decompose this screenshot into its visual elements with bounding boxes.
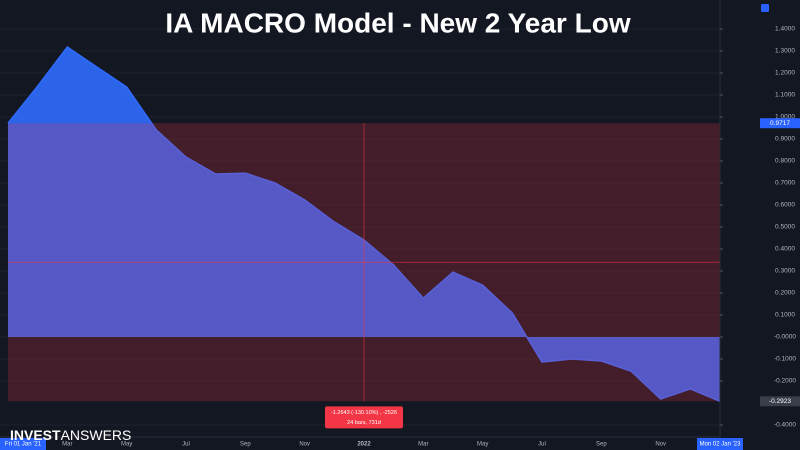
measure-label-box	[325, 406, 403, 429]
x-tick-label: 2022	[357, 442, 371, 448]
y-tick-label: 1.4000	[775, 26, 795, 33]
measure-label: -1.2643 (-130.10%) , -2526	[331, 410, 397, 416]
y-tick-label: 0.4000	[775, 246, 795, 253]
x-tick-label: Mon 02 Jan '23	[700, 442, 742, 448]
plot: -1.2643 (-130.10%) , -2526 24 bars, 731d	[7, 46, 721, 429]
y-tick-label: 1.3000	[775, 48, 795, 55]
y-tick-label: 0.8000	[775, 158, 795, 165]
x-tick-label: Nov	[655, 442, 666, 448]
axes: 1.4000 1.3000 1.2000 1.1000 1.0000 0.9000 0.80…	[0, 26, 800, 450]
y-tick-label: 0.1000	[775, 312, 795, 319]
x-tick-label: Sep	[240, 442, 251, 448]
logo-bold: INVEST	[10, 427, 61, 443]
y-tick-label: 0.2000	[775, 290, 795, 297]
y-tick-label: 1.2000	[775, 70, 795, 77]
y-tick-label: 0.9000	[775, 136, 795, 143]
chart-title: IA MACRO Model - New 2 Year Low	[165, 7, 630, 38]
y-tick-label: 0.3000	[775, 268, 795, 275]
settings-icon[interactable]	[761, 4, 769, 12]
x-tick-label: Fri 01 Jan '21	[5, 442, 42, 448]
logo: INVESTANSWERS	[10, 427, 131, 443]
price-marker-label: 0.9717	[770, 120, 790, 127]
y-tick-label: 0.7000	[775, 180, 795, 187]
price-marker	[760, 118, 800, 129]
x-marker	[0, 438, 46, 450]
y-axis-panel	[720, 0, 800, 450]
logo-light: ANSWERS	[61, 427, 132, 443]
x-tick-label: Jul	[182, 442, 190, 448]
x-tick-label: Mar	[418, 442, 428, 448]
measure-label: 24 bars, 731d	[347, 420, 381, 426]
y-tick-label: -0.2000	[774, 378, 796, 385]
x-tick-label: May	[121, 442, 132, 448]
x-tick-label: May	[477, 442, 488, 448]
area	[8, 47, 720, 402]
x-tick-label: Mar	[62, 442, 72, 448]
price-marker-label: -0.2923	[769, 398, 791, 405]
x-marker	[697, 438, 743, 450]
x-tick-label: Sep	[596, 442, 607, 448]
price-marker	[760, 396, 800, 407]
x-tick-label: Jul	[538, 442, 546, 448]
y-tick-label: 0.6000	[775, 202, 795, 209]
x-tick-label: Nov	[299, 442, 310, 448]
y-tick-label: -0.0000	[774, 334, 796, 341]
y-tick-label: 1.1000	[775, 92, 795, 99]
x-axis-panel	[0, 437, 720, 450]
y-tick-label: 1.0000	[775, 114, 795, 121]
y-tick-label: 0.5000	[775, 224, 795, 231]
y-tick-label: -0.1000	[774, 356, 796, 363]
y-tick-label: -0.4000	[774, 422, 796, 429]
